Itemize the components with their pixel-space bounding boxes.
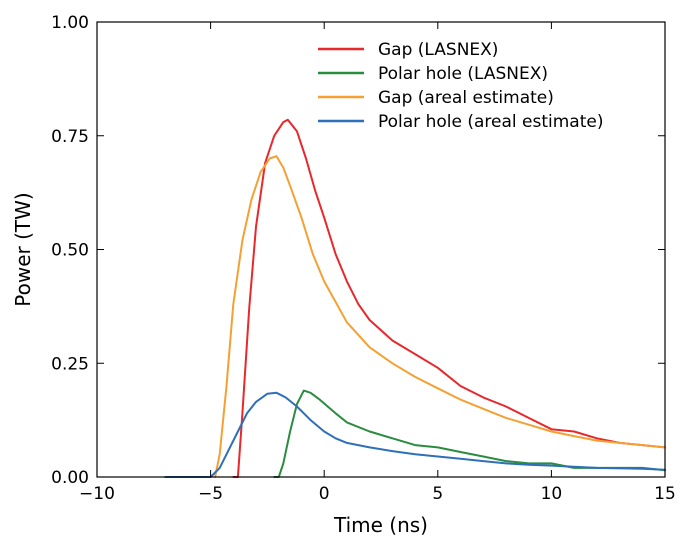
x-tick-label: 0 — [319, 484, 330, 504]
x-tick-label: 10 — [541, 484, 563, 504]
legend-label-3: Gap (areal estimate) — [378, 88, 554, 108]
y-tick-label: 0.25 — [51, 354, 89, 374]
series-line-1 — [232, 118, 666, 478]
legend-label-1: Gap (LASNEX) — [378, 40, 498, 60]
y-axis-label: Power (TW) — [11, 192, 35, 306]
series-line-3 — [214, 155, 666, 478]
y-tick-label: 0.00 — [51, 468, 89, 488]
legend-label-4: Polar hole (areal estimate) — [378, 112, 603, 132]
legend: Gap (LASNEX) Polar hole (LASNEX) Gap (area… — [318, 40, 603, 132]
legend-label-2: Polar hole (LASNEX) — [378, 64, 548, 84]
x-tick-label: 15 — [654, 484, 676, 504]
y-tick-label: 1.00 — [51, 13, 89, 33]
x-tick-label: −10 — [79, 484, 115, 504]
ticks-layer: −10 −5 0 5 10 15 0.00 0.25 0.50 0.75 1.00 — [51, 13, 676, 504]
y-tick-label: 0.75 — [51, 127, 89, 147]
x-tick-label: −5 — [198, 484, 223, 504]
y-tick-label: 0.50 — [51, 241, 89, 261]
series-layer — [164, 118, 666, 478]
series-line-4 — [164, 391, 666, 478]
x-axis-label: Time (ns) — [333, 513, 428, 537]
x-tick-label: 5 — [432, 484, 443, 504]
